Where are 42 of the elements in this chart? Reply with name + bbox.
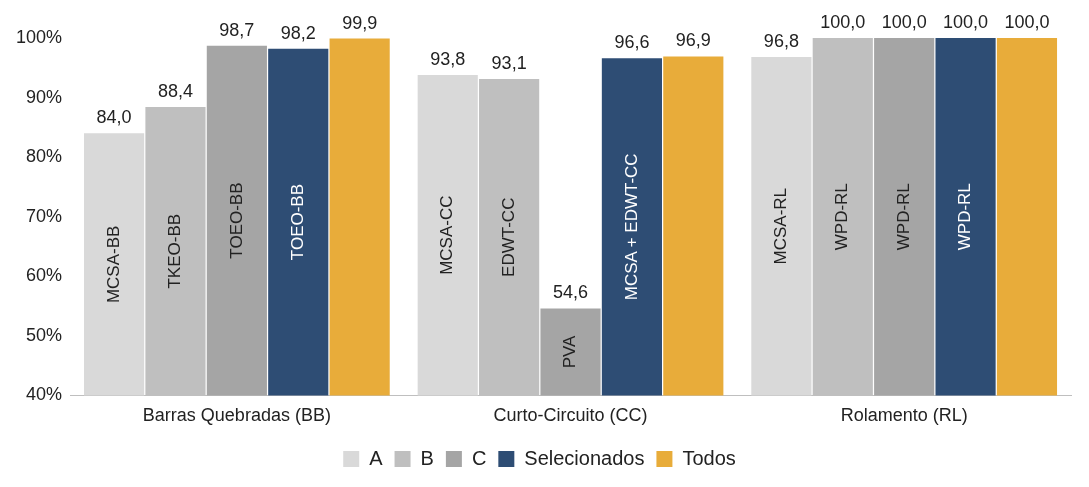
data-label: 98,7 xyxy=(219,19,255,40)
annotation: MCSA + EDWT-CC xyxy=(621,153,641,301)
legend-label: B xyxy=(420,446,434,469)
legend-label: A xyxy=(369,446,384,469)
data-label: 93,1 xyxy=(491,53,527,74)
data-label: 84,0 xyxy=(96,107,132,128)
annotation: MCSA-RL xyxy=(771,187,791,265)
annotation: WPD-RL xyxy=(832,183,852,251)
data-label: 100,0 xyxy=(943,11,989,32)
annotation: PVA xyxy=(560,334,580,369)
data-label: 93,8 xyxy=(430,48,466,69)
legend-label: C xyxy=(471,446,487,469)
data-label: 54,6 xyxy=(553,282,589,303)
data-label: 98,2 xyxy=(280,22,316,43)
annotation: TKEO-BB xyxy=(165,213,185,289)
y-tick-label: 50% xyxy=(26,324,63,345)
y-tick-label: 60% xyxy=(26,265,63,286)
x-tick-label: Curto-Circuito (CC) xyxy=(493,405,648,426)
data-label: 96,6 xyxy=(614,32,650,53)
x-tick-label: Barras Quebradas (BB) xyxy=(142,405,331,426)
legend-label: Selecionados xyxy=(524,446,645,469)
data-label: 96,8 xyxy=(763,31,799,52)
data-label: 100,0 xyxy=(1004,11,1050,32)
data-label: 100,0 xyxy=(820,11,866,32)
x-tick-label: Rolamento (RL) xyxy=(840,405,968,426)
y-tick-label: 70% xyxy=(26,205,63,226)
annotation: WPD-RL xyxy=(893,183,913,251)
y-tick-label: 80% xyxy=(26,146,63,167)
data-label: 96,9 xyxy=(675,30,711,51)
data-label: 99,9 xyxy=(342,12,378,33)
annotation: WPD-RL xyxy=(955,183,975,251)
annotation: EDWT-CC xyxy=(498,197,518,277)
y-tick-label: 100% xyxy=(15,26,63,47)
annotation: TOEO-BB xyxy=(287,183,307,261)
data-label: 100,0 xyxy=(881,11,927,32)
annotation: TOEO-BB xyxy=(226,182,246,259)
annotation: MCSA-CC xyxy=(437,195,457,275)
legend-label: Todos xyxy=(682,446,736,469)
annotation: MCSA-BB xyxy=(103,225,123,304)
y-tick-label: 90% xyxy=(26,86,63,107)
data-label: 88,4 xyxy=(157,81,193,102)
y-tick-label: 40% xyxy=(26,384,63,405)
